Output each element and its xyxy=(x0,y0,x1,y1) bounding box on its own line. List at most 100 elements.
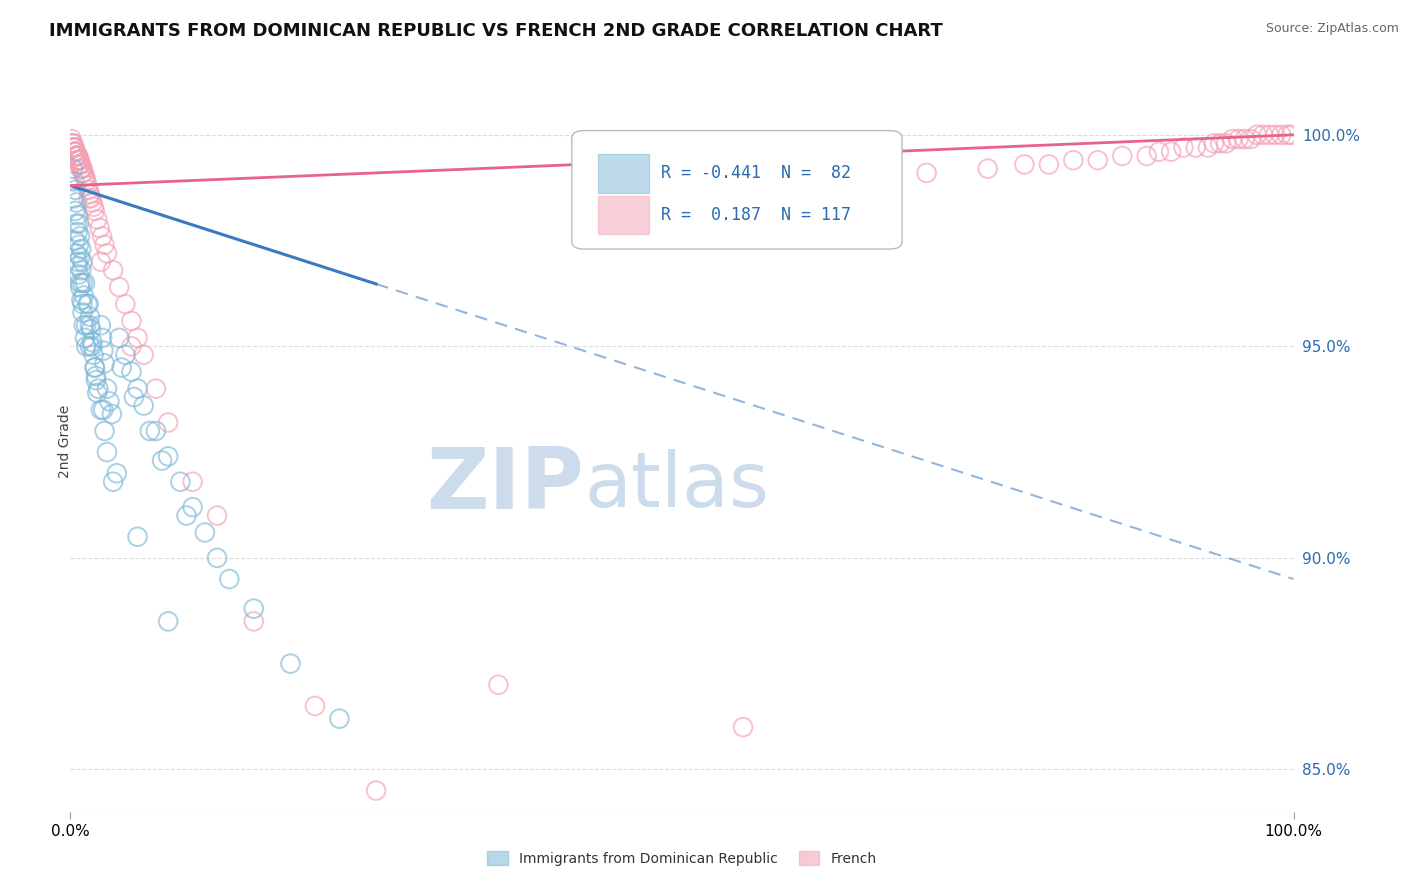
Point xyxy=(60,132,83,146)
Point xyxy=(62,140,84,154)
Point xyxy=(63,204,86,219)
Point xyxy=(63,174,86,188)
Point xyxy=(96,382,118,396)
Point xyxy=(1184,140,1206,154)
Point xyxy=(121,365,143,379)
Point xyxy=(96,246,118,260)
Point xyxy=(65,246,87,260)
Legend: Immigrants from Dominican Republic, French: Immigrants from Dominican Republic, Fren… xyxy=(482,846,882,871)
Point xyxy=(80,322,103,336)
Point xyxy=(176,508,198,523)
Point xyxy=(132,348,155,362)
Point xyxy=(96,445,118,459)
Point xyxy=(79,339,101,353)
Point xyxy=(1258,128,1281,142)
Point xyxy=(75,339,97,353)
Point xyxy=(69,157,91,171)
Point xyxy=(62,136,84,151)
Point xyxy=(63,191,86,205)
Point xyxy=(70,161,93,176)
Point xyxy=(1220,132,1243,146)
Point xyxy=(1062,153,1084,168)
Point xyxy=(63,145,86,159)
Point xyxy=(82,195,104,210)
Point xyxy=(205,550,228,565)
Point xyxy=(98,394,121,409)
Point xyxy=(63,140,86,154)
Point xyxy=(65,149,87,163)
Text: atlas: atlas xyxy=(583,449,769,523)
FancyBboxPatch shape xyxy=(572,130,903,249)
Point xyxy=(108,331,131,345)
Point xyxy=(83,348,105,362)
Point xyxy=(157,450,180,464)
Point xyxy=(1233,132,1256,146)
Point xyxy=(1197,140,1219,154)
Point xyxy=(1202,136,1225,151)
Point xyxy=(70,161,93,176)
Point xyxy=(86,385,108,400)
Point xyxy=(75,318,97,333)
Point xyxy=(1111,149,1133,163)
Point xyxy=(90,402,112,417)
Point xyxy=(69,157,91,171)
Point xyxy=(101,407,124,421)
Point xyxy=(66,149,89,163)
Point xyxy=(67,237,90,252)
Text: IMMIGRANTS FROM DOMINICAN REPUBLIC VS FRENCH 2ND GRADE CORRELATION CHART: IMMIGRANTS FROM DOMINICAN REPUBLIC VS FR… xyxy=(49,22,943,40)
Point xyxy=(145,424,167,438)
Point xyxy=(66,259,89,273)
Point xyxy=(63,183,86,197)
Point xyxy=(84,368,107,383)
Point xyxy=(114,297,136,311)
Point xyxy=(70,293,93,307)
Point xyxy=(127,331,149,345)
Point xyxy=(79,318,101,333)
Point xyxy=(66,208,89,222)
Point xyxy=(181,475,204,489)
Point xyxy=(65,217,87,231)
Point xyxy=(65,149,87,163)
Point xyxy=(83,204,105,219)
Point xyxy=(127,530,149,544)
Point xyxy=(83,360,105,375)
Text: R =  0.187  N = 117: R = 0.187 N = 117 xyxy=(661,206,851,224)
Point xyxy=(66,153,89,168)
Point xyxy=(77,297,100,311)
Point xyxy=(72,166,94,180)
Point xyxy=(1264,128,1286,142)
Point xyxy=(101,475,124,489)
Point xyxy=(63,234,86,248)
Point xyxy=(69,276,91,290)
Point xyxy=(80,191,103,205)
Point xyxy=(328,712,350,726)
Point xyxy=(1173,140,1195,154)
Point xyxy=(1136,149,1159,163)
Point xyxy=(1279,128,1302,142)
Point xyxy=(181,500,204,515)
Point xyxy=(62,140,84,154)
Point xyxy=(72,254,94,268)
Point xyxy=(69,280,91,294)
Point xyxy=(243,615,266,629)
Point xyxy=(69,229,91,244)
Text: R = -0.441  N =  82: R = -0.441 N = 82 xyxy=(661,164,851,182)
Point xyxy=(76,297,98,311)
Point xyxy=(66,225,89,239)
Point xyxy=(73,170,96,185)
Point xyxy=(243,601,266,615)
Point xyxy=(280,657,302,671)
Point xyxy=(83,360,105,375)
Point xyxy=(145,382,167,396)
Point xyxy=(93,237,115,252)
Point xyxy=(91,343,114,358)
Point xyxy=(65,149,87,163)
Point xyxy=(1227,132,1250,146)
Point xyxy=(69,153,91,168)
Point xyxy=(63,145,86,159)
Point xyxy=(69,251,91,265)
Point xyxy=(72,297,94,311)
Point xyxy=(86,212,108,227)
Point xyxy=(67,153,90,168)
Point xyxy=(73,318,96,333)
